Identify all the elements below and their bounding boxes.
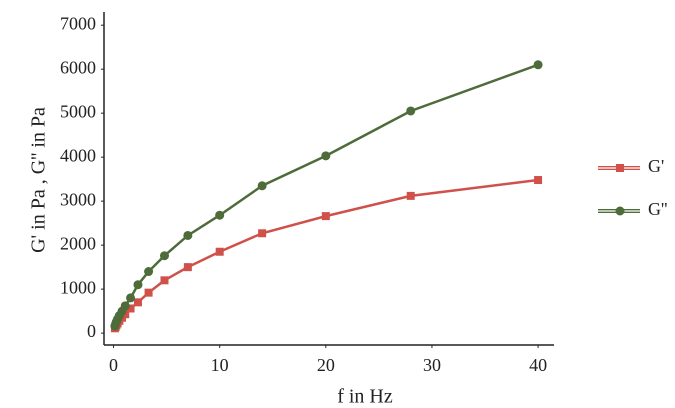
y-tick-label: 7000 [60, 13, 96, 33]
y-tick-label: 6000 [60, 57, 96, 77]
y-tick-label: 2000 [60, 233, 96, 253]
marker [406, 106, 416, 116]
marker [133, 298, 142, 307]
marker [160, 276, 169, 285]
y-tick-label: 3000 [60, 189, 96, 209]
marker [159, 251, 169, 261]
x-tick-label: 40 [529, 355, 547, 375]
y-axis-label: G' in Pa , G'' in Pa [28, 107, 50, 253]
marker [534, 176, 543, 185]
y-tick-label: 4000 [60, 145, 96, 165]
y-tick-label: 1000 [60, 277, 96, 297]
marker [126, 293, 136, 303]
marker [258, 229, 267, 238]
marker [533, 60, 543, 70]
x-tick-label: 0 [109, 355, 118, 375]
series-line [113, 63, 539, 327]
marker [257, 181, 267, 191]
x-tick-label: 10 [211, 355, 229, 375]
y-tick-label: 0 [87, 321, 96, 341]
marker [144, 267, 154, 277]
marker [321, 151, 331, 161]
marker [183, 263, 192, 272]
legend-label: G' [648, 156, 664, 176]
x-tick-label: 30 [423, 355, 441, 375]
legend-marker [616, 164, 624, 172]
marker [321, 212, 330, 221]
x-axis-label: f in Hz [337, 386, 393, 408]
marker [215, 247, 224, 256]
marker [126, 304, 135, 313]
series-line [113, 178, 539, 329]
marker [215, 210, 225, 220]
marker [120, 301, 130, 311]
marker [133, 280, 143, 290]
legend-label: G'' [648, 199, 668, 219]
marker [144, 288, 153, 297]
marker [183, 230, 193, 240]
y-tick-label: 5000 [60, 101, 96, 121]
marker [406, 191, 415, 200]
legend-marker [615, 206, 625, 216]
x-tick-label: 20 [317, 355, 335, 375]
